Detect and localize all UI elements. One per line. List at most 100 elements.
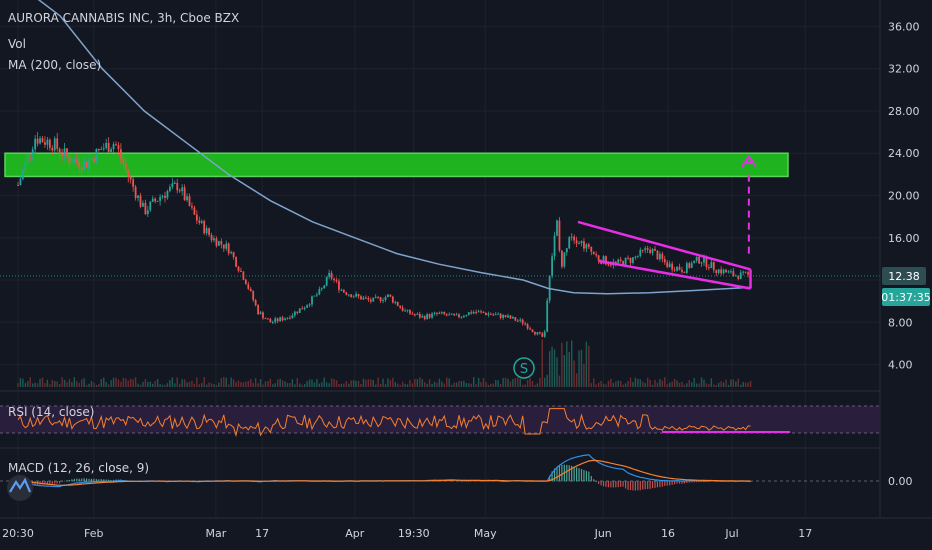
volume-bar (225, 377, 227, 387)
macd-hist-bar (85, 478, 88, 482)
candle-body (259, 312, 262, 315)
chart-title[interactable]: AURORA CANNABIS INC, 3h, Cboe BZX (8, 11, 239, 25)
candle-body (330, 272, 333, 279)
candle-body (502, 315, 504, 318)
volume-bar (698, 383, 700, 387)
tradingview-logo-icon[interactable] (7, 475, 33, 501)
candle-body (132, 179, 135, 187)
candle-body (48, 139, 51, 148)
candle-body (237, 266, 240, 271)
macd-hist-bar (54, 481, 56, 484)
volume-bar (468, 383, 470, 387)
volume-bar (125, 378, 127, 387)
candle-body (654, 248, 656, 251)
volume-bar (497, 380, 499, 387)
volume-bar (232, 379, 235, 387)
macd-hist-bar (598, 481, 600, 484)
candle-body (66, 148, 68, 157)
volume-bar (303, 384, 306, 387)
candle-body (73, 159, 76, 164)
macd-hist-bar (44, 481, 46, 485)
macd-hist-bar (637, 481, 639, 491)
candle-body (534, 332, 536, 335)
volume-bar (387, 378, 389, 387)
volume-bar (529, 377, 531, 387)
candle-body (357, 294, 360, 297)
volume-bar (276, 379, 279, 387)
candle-body (232, 252, 235, 258)
volume-bar (19, 377, 22, 387)
candle-body (58, 148, 61, 154)
candle-body (296, 311, 299, 313)
resistance-zone[interactable] (4, 152, 789, 178)
volume-bar (56, 381, 58, 387)
volume-bar (161, 384, 164, 387)
last-price-badge: 12.38 (882, 267, 926, 286)
volume-bar (188, 381, 191, 387)
volume-bar (421, 378, 423, 387)
split-marker[interactable]: S (513, 357, 535, 379)
macd-hist-bar (585, 470, 587, 482)
time-axis[interactable]: 20:30 Feb Mar 17 Apr 19:30 May Jun 16 Jul 17 (2, 527, 812, 540)
candle-body (568, 237, 571, 249)
volume-bar (41, 377, 44, 387)
macd-hist-bar (56, 481, 58, 484)
candle-body (413, 314, 416, 316)
rsi-label[interactable]: RSI (14, close) (8, 405, 94, 419)
candle-body (338, 281, 340, 290)
ma-label[interactable]: MA (200, close) (8, 58, 101, 72)
volume-bar (372, 379, 374, 387)
macd-hist-bar (671, 481, 673, 485)
candle-body (205, 228, 208, 234)
volume-bar (490, 383, 492, 387)
volume-bar (377, 377, 379, 387)
volume-bar (732, 379, 735, 387)
falling-wedge[interactable] (577, 154, 757, 290)
volume-bar (267, 381, 269, 387)
macd-hist-bar (551, 471, 553, 482)
candle-body (394, 301, 397, 303)
volume-bar (683, 384, 686, 387)
macd-hist-bar (676, 481, 678, 484)
volume-bar (416, 379, 419, 387)
macd-hist-bar (588, 471, 590, 482)
volume-bar (688, 379, 690, 387)
macd-hist-bar (696, 481, 698, 483)
candle-body (663, 259, 666, 263)
volume-bar (668, 382, 671, 387)
macd-hist-bar (66, 480, 68, 482)
candle-body (291, 315, 294, 319)
volume-bar (578, 350, 580, 387)
volume-bar (76, 381, 78, 387)
macd-label[interactable]: MACD (12, 26, close, 9) (8, 461, 149, 475)
volume-bar (250, 379, 252, 387)
volume-bar (450, 384, 453, 387)
candle-body (217, 241, 220, 246)
volume-bar (120, 381, 122, 387)
candle-body (565, 248, 568, 253)
candle-body (198, 220, 201, 223)
macd-hist-bar (98, 479, 100, 482)
candle-body (286, 317, 289, 319)
candle-body (31, 149, 34, 156)
volume-bar (693, 377, 695, 387)
volume-bar (639, 379, 641, 387)
candle-body (264, 318, 267, 320)
candle-body (636, 255, 639, 257)
volume-bar (593, 378, 595, 387)
candle-body (590, 246, 593, 252)
candle-body (578, 243, 580, 245)
candle-body (220, 241, 223, 245)
volume-bar (725, 379, 727, 387)
candle-body (551, 256, 553, 276)
macd-hist-bar (686, 481, 688, 484)
candle-body (443, 312, 446, 315)
volume-bar (330, 378, 333, 387)
candle-body (105, 142, 108, 149)
volume-bar (504, 377, 507, 387)
volume-label[interactable]: Vol (8, 37, 26, 51)
volume-bar (370, 379, 372, 387)
candle-body (673, 269, 676, 271)
time-tick-label: 17 (798, 527, 812, 540)
